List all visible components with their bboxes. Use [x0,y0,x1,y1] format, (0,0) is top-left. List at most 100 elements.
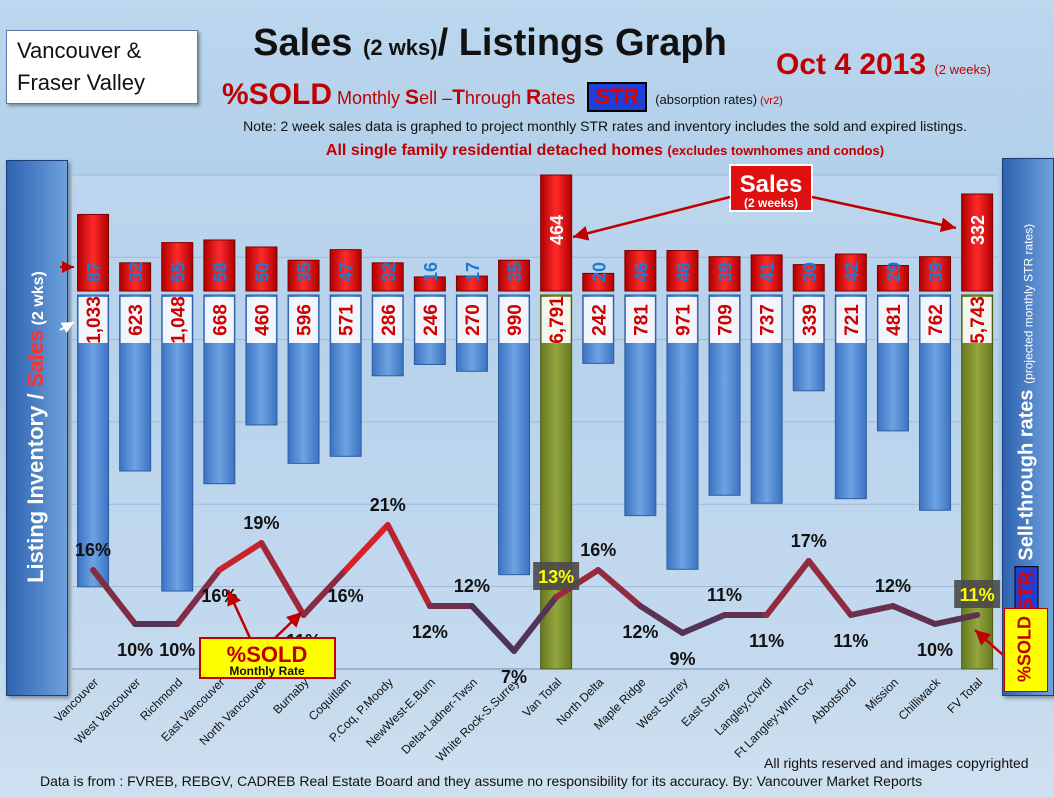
region-line-2: Fraser Valley [17,70,145,95]
pct-sold-segment [679,612,728,636]
pct-sold-label: 12% [412,622,448,642]
pct-sold-label: 12% [875,576,911,596]
sales-callout-arrow-right [811,195,957,233]
sales-bar [203,239,236,292]
inventory-label: 668 [210,304,231,336]
sales-label: 55 [168,262,188,282]
note-line: Note: 2 week sales data is graphed to pr… [243,118,967,134]
pct-sold-segment [847,603,896,618]
sales-bar [161,242,194,292]
inventory-labels: 1,033 623 1,048 668 460 596 571 286 246 270 990 6,7… [78,296,992,344]
sales-label: 87 [84,262,104,282]
inventory-label-bg [962,297,992,343]
inventory-label: 286 [379,304,400,336]
pct-sold-segment [637,603,686,636]
subtitle-str-badge: STR [587,82,648,112]
region-box: Vancouver & Fraser Valley [6,30,198,104]
pct-sold-label: 19% [243,513,279,533]
subtitle-s5: hrough [464,88,526,108]
sales-label: 16 [421,262,441,282]
subtitle-s3: ell – [419,88,453,108]
inventory-label-bg [204,297,234,343]
subtitle-s1: Monthly [332,88,406,108]
subtitle-s6: R [525,86,542,109]
sold-callout-sub: Monthly Rate [229,664,305,678]
category-label: FV Total [944,675,985,716]
inventory-label: 1,033 [84,296,105,344]
sales-label: 58 [210,262,230,282]
pct-sold-labels: 16%10%10%16%19%11%16%21%12%12%7%13%16%12… [75,495,1001,687]
inventory-label-bg [541,297,571,343]
inventory-label: 242 [589,304,610,336]
inventory-label: 596 [295,304,316,336]
title-main: Sales [253,22,364,64]
sales-label: 35 [505,262,525,282]
subtitle-pct: %SOLD [222,78,333,111]
sales-label: 464 [547,215,567,245]
date-small: (2 weeks) [934,62,991,77]
sales-bar [919,256,952,292]
page-title: Sales (2 wks)/ Listings Graph [200,22,780,65]
sales-label: 29 [884,262,904,282]
sales-label: 35 [295,262,315,282]
pct-sold-segment [932,612,981,627]
sold-callout-title: %SOLD [227,642,308,667]
inventory-label: 1,048 [168,296,189,344]
inventory-label-bg [289,297,319,343]
sales-bar [540,174,573,292]
title-end: / Listings Graph [437,22,727,64]
category-label: Chilliwack [896,675,944,723]
inventory-axis-arrow [59,321,75,334]
note2-main: All single family residential detached h… [325,142,668,159]
subtitle-s7: ates [541,88,576,108]
pct-box-arrow [974,629,1004,656]
inventory-label-bg [331,297,361,343]
inventory-label-bg [836,297,866,343]
sales-callout-box [729,164,813,212]
inventory-label-bg [920,297,950,343]
pct-sold-label: 13% [538,567,574,587]
subtitle-s4: T [452,86,465,109]
inventory-label-bg [878,297,908,343]
pct-sold-label: 9% [669,649,695,669]
pct-sold-label: 7% [501,667,527,687]
inventory-label: 270 [463,304,484,336]
inventory-label: 571 [337,304,358,336]
subtitle-s2: S [405,86,420,109]
pct-sold-segment [889,603,939,627]
subtitle-note: (absorption rates) [655,92,758,107]
title-small: (2 wks) [363,35,438,60]
sales-callout-sub: (2 weeks) [744,196,798,210]
pct-sold-label: 11% [707,585,742,605]
sales-label: 50 [252,262,272,282]
sales-label: 41 [758,262,778,282]
sales-label: 30 [800,262,820,282]
report-date: Oct 4 2013 (2 weeks) [776,48,991,82]
pct-sold-segment [174,567,223,627]
inventory-label: 481 [884,304,905,336]
region-line-1: Vancouver & [17,38,142,63]
sales-labels: 87 32 55 58 50 35 47 32 16 17 35 464 20 46 46 39 41 30 42 2… [84,215,988,282]
category-label: White Rock-S.Surrey [433,675,522,764]
pct-sold-label: 11% [960,585,995,605]
inventory-label-bg [499,297,529,343]
pct-sold-label: 10% [117,640,153,660]
pct-sold-label: 21% [370,495,406,515]
sales-bar [961,193,994,292]
note2-small: (excludes townhomes and condos) [667,143,885,158]
sold-callout-arrow-left [226,589,252,639]
sales-bar [624,250,657,292]
pct-sold-segment [511,594,560,654]
sales-bar [666,250,699,292]
inventory-label-bg [120,297,150,343]
pct-sold-segment [216,540,265,573]
date-main: Oct 4 2013 [776,48,927,81]
category-label: Burnaby [270,675,312,717]
sales-label: 39 [926,262,946,282]
sales-bar [245,246,278,292]
sales-bar [834,253,867,292]
inventory-label: 6,791 [547,296,568,344]
inventory-label-bg [667,297,697,343]
source-note: Data is from : FVREB, REBGV, CADREB Real… [40,773,923,789]
